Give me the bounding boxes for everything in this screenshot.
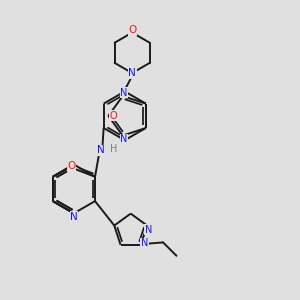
Text: N: N (145, 225, 152, 235)
Text: O: O (109, 111, 117, 121)
Text: N: N (97, 145, 104, 155)
Text: O: O (128, 25, 136, 35)
Text: N: N (70, 212, 78, 222)
Text: O: O (67, 161, 75, 171)
Text: N: N (121, 134, 128, 144)
Text: N: N (121, 88, 128, 98)
Text: N: N (141, 238, 148, 248)
Text: N: N (128, 68, 136, 78)
Text: H: H (110, 144, 118, 154)
